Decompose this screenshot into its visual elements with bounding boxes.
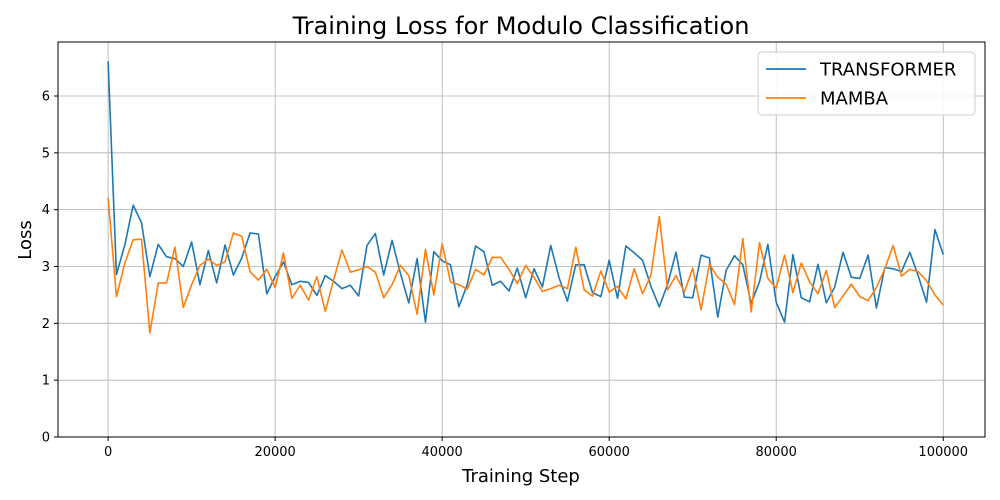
y-tick-label: 2	[42, 317, 50, 332]
legend-label-transformer: TRANSFORMER	[819, 60, 956, 81]
chart-title: Training Loss for Modulo Classification	[292, 12, 750, 40]
y-axis-ticks: 0 1 2 3 4 5 6	[42, 89, 58, 446]
y-tick-label: 0	[42, 431, 50, 446]
y-tick-label: 4	[42, 203, 50, 218]
x-axis-title: Training Step	[461, 466, 580, 487]
series-line-transformer	[107, 61, 944, 323]
x-tick-label: 40000	[421, 445, 462, 460]
legend: TRANSFORMER MAMBA	[757, 51, 976, 116]
series-line-mamba	[107, 197, 944, 334]
x-tick-label: 20000	[254, 445, 295, 460]
plot-frame	[57, 41, 986, 438]
x-tick-label: 0	[104, 445, 112, 460]
x-tick-label: 100000	[918, 445, 968, 460]
y-tick-label: 1	[42, 374, 50, 389]
x-tick-label: 60000	[589, 445, 630, 460]
y-tick-label: 3	[42, 260, 50, 275]
x-axis-ticks: 0 20000 40000 60000 80000 100000	[104, 437, 968, 460]
y-axis-title: Loss	[15, 220, 36, 259]
legend-label-mamba: MAMBA	[820, 89, 889, 110]
series-layer	[107, 61, 944, 334]
x-tick-label: 80000	[756, 445, 797, 460]
y-tick-label: 6	[42, 89, 50, 104]
y-tick-label: 5	[42, 146, 50, 161]
legend-box	[757, 51, 976, 116]
